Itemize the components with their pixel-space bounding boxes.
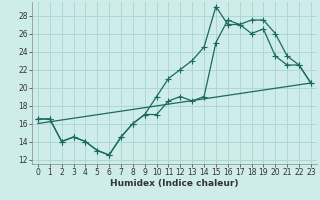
X-axis label: Humidex (Indice chaleur): Humidex (Indice chaleur) bbox=[110, 179, 239, 188]
